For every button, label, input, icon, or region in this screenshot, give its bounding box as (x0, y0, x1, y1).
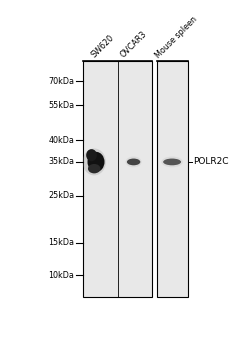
Bar (83, 61, 152, 297)
Text: 55kDa: 55kDa (49, 101, 75, 110)
Text: 70kDa: 70kDa (49, 77, 75, 86)
Ellipse shape (88, 164, 100, 173)
Text: OVCAR3: OVCAR3 (118, 29, 148, 60)
Text: Mouse spleen: Mouse spleen (153, 14, 198, 60)
Ellipse shape (83, 148, 106, 175)
Text: 25kDa: 25kDa (49, 191, 75, 200)
Ellipse shape (88, 152, 104, 172)
Ellipse shape (161, 156, 183, 167)
Ellipse shape (86, 149, 97, 161)
Ellipse shape (126, 156, 142, 167)
Bar (157, 61, 188, 297)
Text: 35kDa: 35kDa (49, 158, 75, 167)
Text: SW620: SW620 (90, 33, 116, 60)
Text: 40kDa: 40kDa (49, 136, 75, 145)
Text: POLR2C: POLR2C (193, 158, 228, 167)
Text: 10kDa: 10kDa (49, 271, 75, 280)
Ellipse shape (163, 159, 181, 165)
Text: 15kDa: 15kDa (49, 238, 75, 247)
Ellipse shape (127, 159, 140, 165)
